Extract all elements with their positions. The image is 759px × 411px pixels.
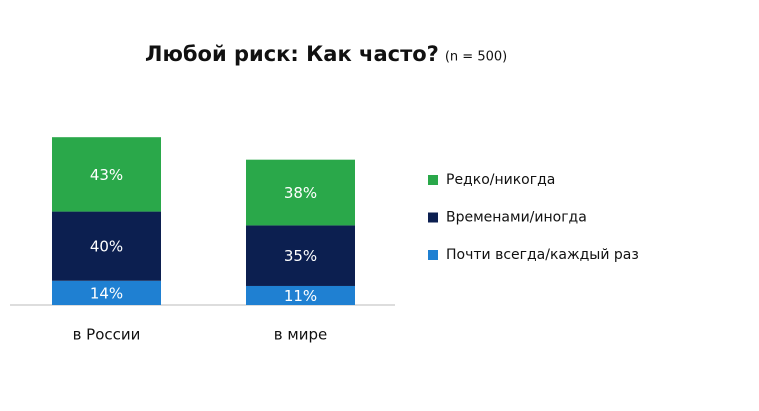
bar-segment [52, 137, 161, 212]
data-label: 38% [284, 184, 317, 202]
legend-label: Почти всегда/каждый раз [446, 247, 639, 263]
data-label: 14% [90, 284, 123, 302]
bar-segment [246, 225, 355, 286]
legend-swatch [428, 212, 438, 223]
data-label: 11% [284, 287, 317, 305]
bar-segment [52, 280, 161, 305]
legend-swatch [428, 175, 438, 185]
chart-title: Любой риск: Как часто? [145, 42, 439, 66]
data-label: 40% [90, 238, 123, 256]
data-label: 35% [284, 247, 317, 265]
bar-segment [246, 285, 355, 305]
chart-subtitle: (n = 500) [445, 50, 507, 65]
x-tick-label: в мире [274, 326, 327, 344]
legend-label: Редко/никогда [446, 172, 555, 188]
bar-segment [52, 211, 161, 281]
x-tick-label: в России [73, 326, 141, 344]
legend-swatch [428, 250, 438, 260]
legend-label: Временами/иногда [446, 210, 587, 226]
bar-segment [246, 159, 355, 226]
data-label: 43% [90, 166, 123, 184]
